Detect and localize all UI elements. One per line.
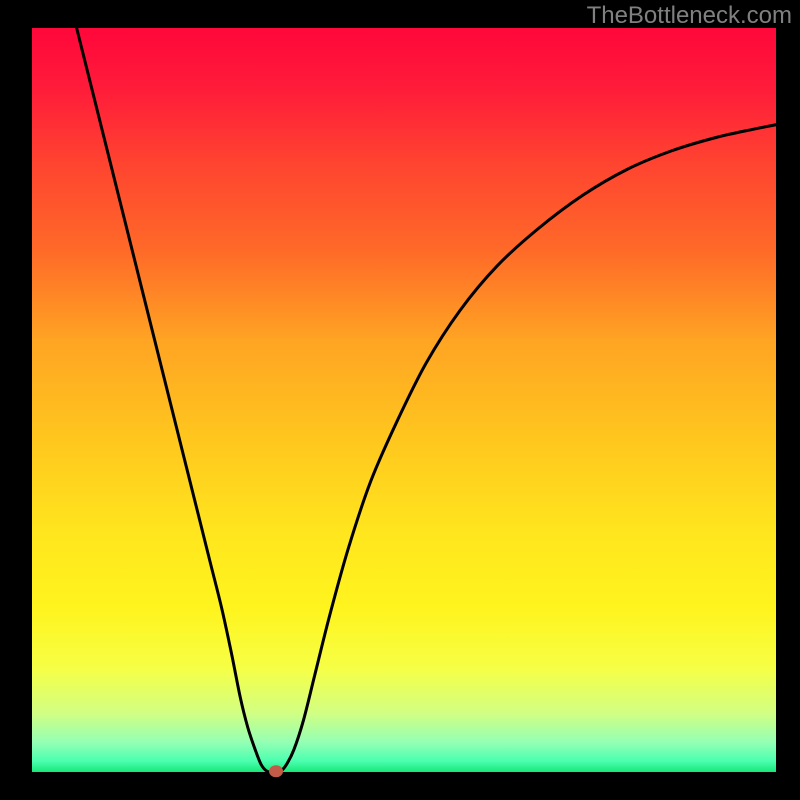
- plot-area: [32, 28, 776, 772]
- chart-container: TheBottleneck.com: [0, 0, 800, 800]
- watermark-text: TheBottleneck.com: [587, 2, 792, 30]
- bottleneck-curve: [77, 28, 776, 772]
- bottleneck-marker: [269, 765, 283, 777]
- curve-overlay: [32, 28, 776, 772]
